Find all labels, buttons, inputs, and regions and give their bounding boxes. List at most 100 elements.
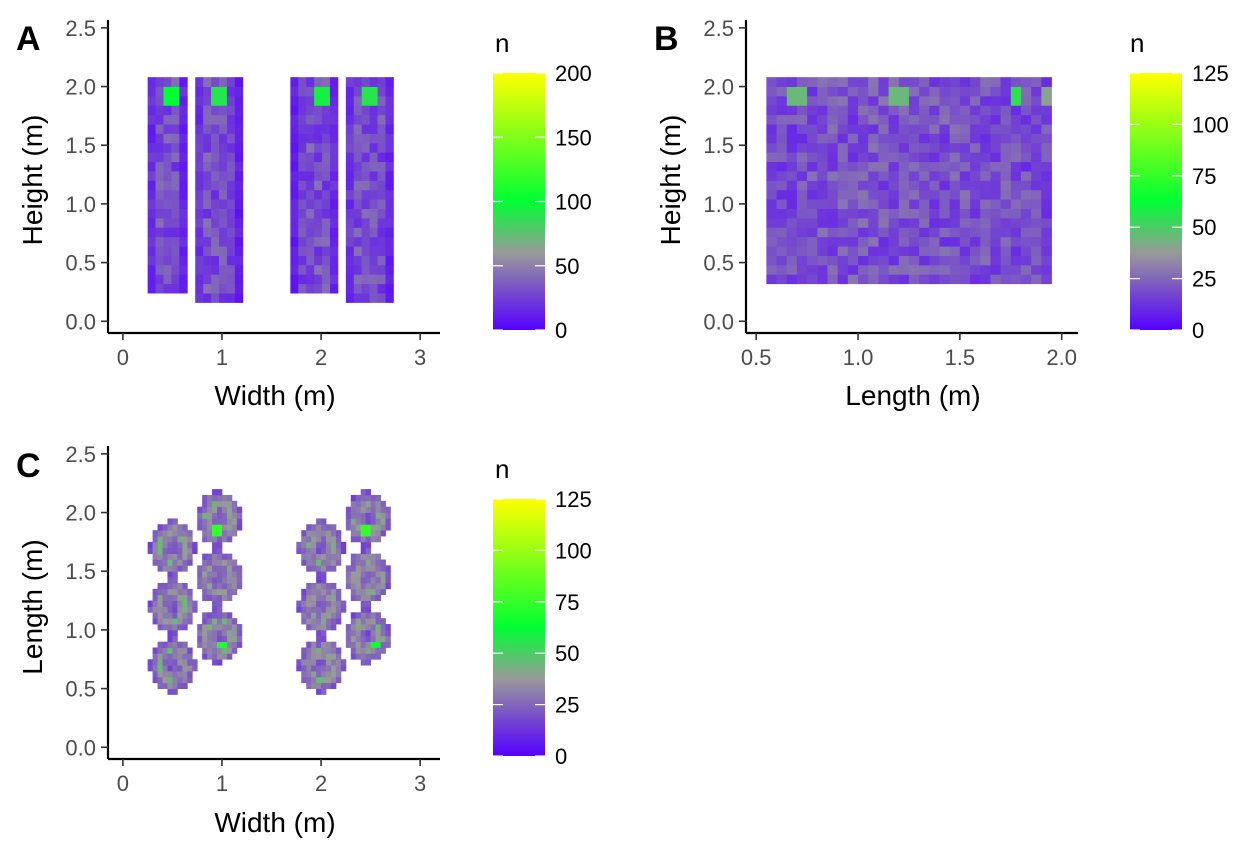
heatmap-tile [157,600,163,607]
heatmap-tile [776,77,788,87]
heatmap-tile [311,641,317,648]
heatmap-tile [167,606,173,613]
heatmap-tile [827,152,839,163]
heatmap-tile [908,246,920,256]
heatmap-tile [345,524,352,531]
heatmap-tile [311,653,317,660]
panel-b-y-title: Height (m) [655,115,686,246]
heatmap-tile [970,189,981,200]
heatmap-tile [172,618,178,625]
heatmap-tile [298,180,307,191]
heatmap-tile [163,208,172,219]
heatmap-tile [350,553,357,560]
heatmap-tile [1031,152,1042,163]
heatmap-tile [1020,105,1032,116]
heatmap-tile [326,618,332,625]
heatmap-tile [353,217,363,228]
heatmap-tile [167,653,173,660]
heatmap-tile [980,142,991,153]
legend-tick-label: 100 [555,190,592,215]
heatmap-tile [231,506,238,513]
heatmap-tile [226,95,236,106]
heatmap-tile [369,264,378,275]
heatmap-tile [868,152,879,163]
heatmap-tile [919,152,930,163]
heatmap-tile [298,133,307,144]
heatmap-tile [878,142,889,153]
heatmap-tile [314,199,323,209]
heatmap-tile [322,189,331,200]
heatmap-tile [182,600,188,607]
heatmap-tile [360,582,367,590]
heatmap-tile [1020,236,1032,247]
heatmap-tile [316,524,322,531]
heatmap-tile [219,124,228,134]
heatmap-tile [316,629,322,637]
heatmap-tile [837,246,849,256]
heatmap-tile [311,547,317,555]
heatmap-tile [970,124,981,134]
heatmap-tile [172,688,178,695]
heatmap-tile [322,255,331,266]
heatmap-tile [786,255,798,266]
panel-b-legend-title: n [1130,28,1144,58]
heatmap-tile [157,582,163,590]
heatmap-tile [385,274,394,285]
heatmap-tile [219,171,228,181]
heatmap-tile [888,77,900,87]
heatmap-tile [177,653,183,660]
heatmap-tile [858,142,869,153]
heatmap-tile [786,199,798,209]
heatmap-tile [326,676,332,684]
heatmap-tile [306,618,312,625]
heatmap-tile [226,133,236,144]
heatmap-tile [345,264,355,275]
heatmap-tile [316,559,322,566]
heatmap-tile [179,199,188,209]
heatmap-tile [326,606,332,613]
heatmap-tile [335,547,342,555]
heatmap-tile [171,199,180,209]
heatmap-tile [375,559,381,566]
heatmap-tile [360,612,367,619]
heatmap-tile [817,124,828,134]
heatmap-tile [369,105,378,116]
heatmap-tile [203,152,212,163]
heatmap-tile [162,676,168,684]
heatmap-tile [211,124,220,134]
heatmap-tile [316,659,322,666]
heatmap-tile [1041,171,1052,181]
heatmap-tile [231,635,238,643]
heatmap-tile [301,647,307,654]
heatmap-tile [316,653,322,660]
heatmap-tile [380,635,386,643]
heatmap-tile [980,236,991,247]
heatmap-tile [369,95,378,106]
heatmap-tile [162,647,168,654]
heatmap-tile [786,114,798,125]
heatmap-tile [171,95,180,106]
heatmap-tile [990,189,1001,200]
heatmap-tile [226,255,236,266]
heatmap-tile [163,77,172,87]
heatmap-tile [172,553,178,560]
heatmap-tile [353,114,363,125]
heatmap-tile [219,152,228,163]
heatmap-tile [959,236,971,247]
heatmap-tile [377,86,386,97]
heatmap-tile [155,114,164,125]
heatmap-tile [231,618,238,625]
heatmap-tile [919,105,930,116]
heatmap-tile [221,559,228,566]
heatmap-tile [766,114,777,125]
heatmap-tile [766,161,777,172]
heatmap-tile [370,553,376,560]
heatmap-tile [212,494,218,502]
heatmap-tile [219,274,228,285]
heatmap-tile [340,659,347,666]
heatmap-tile [171,114,180,125]
heatmap-tile [211,161,220,172]
heatmap-tile [163,142,172,153]
heatmap-tile [980,77,991,87]
heatmap-tile [217,582,223,590]
